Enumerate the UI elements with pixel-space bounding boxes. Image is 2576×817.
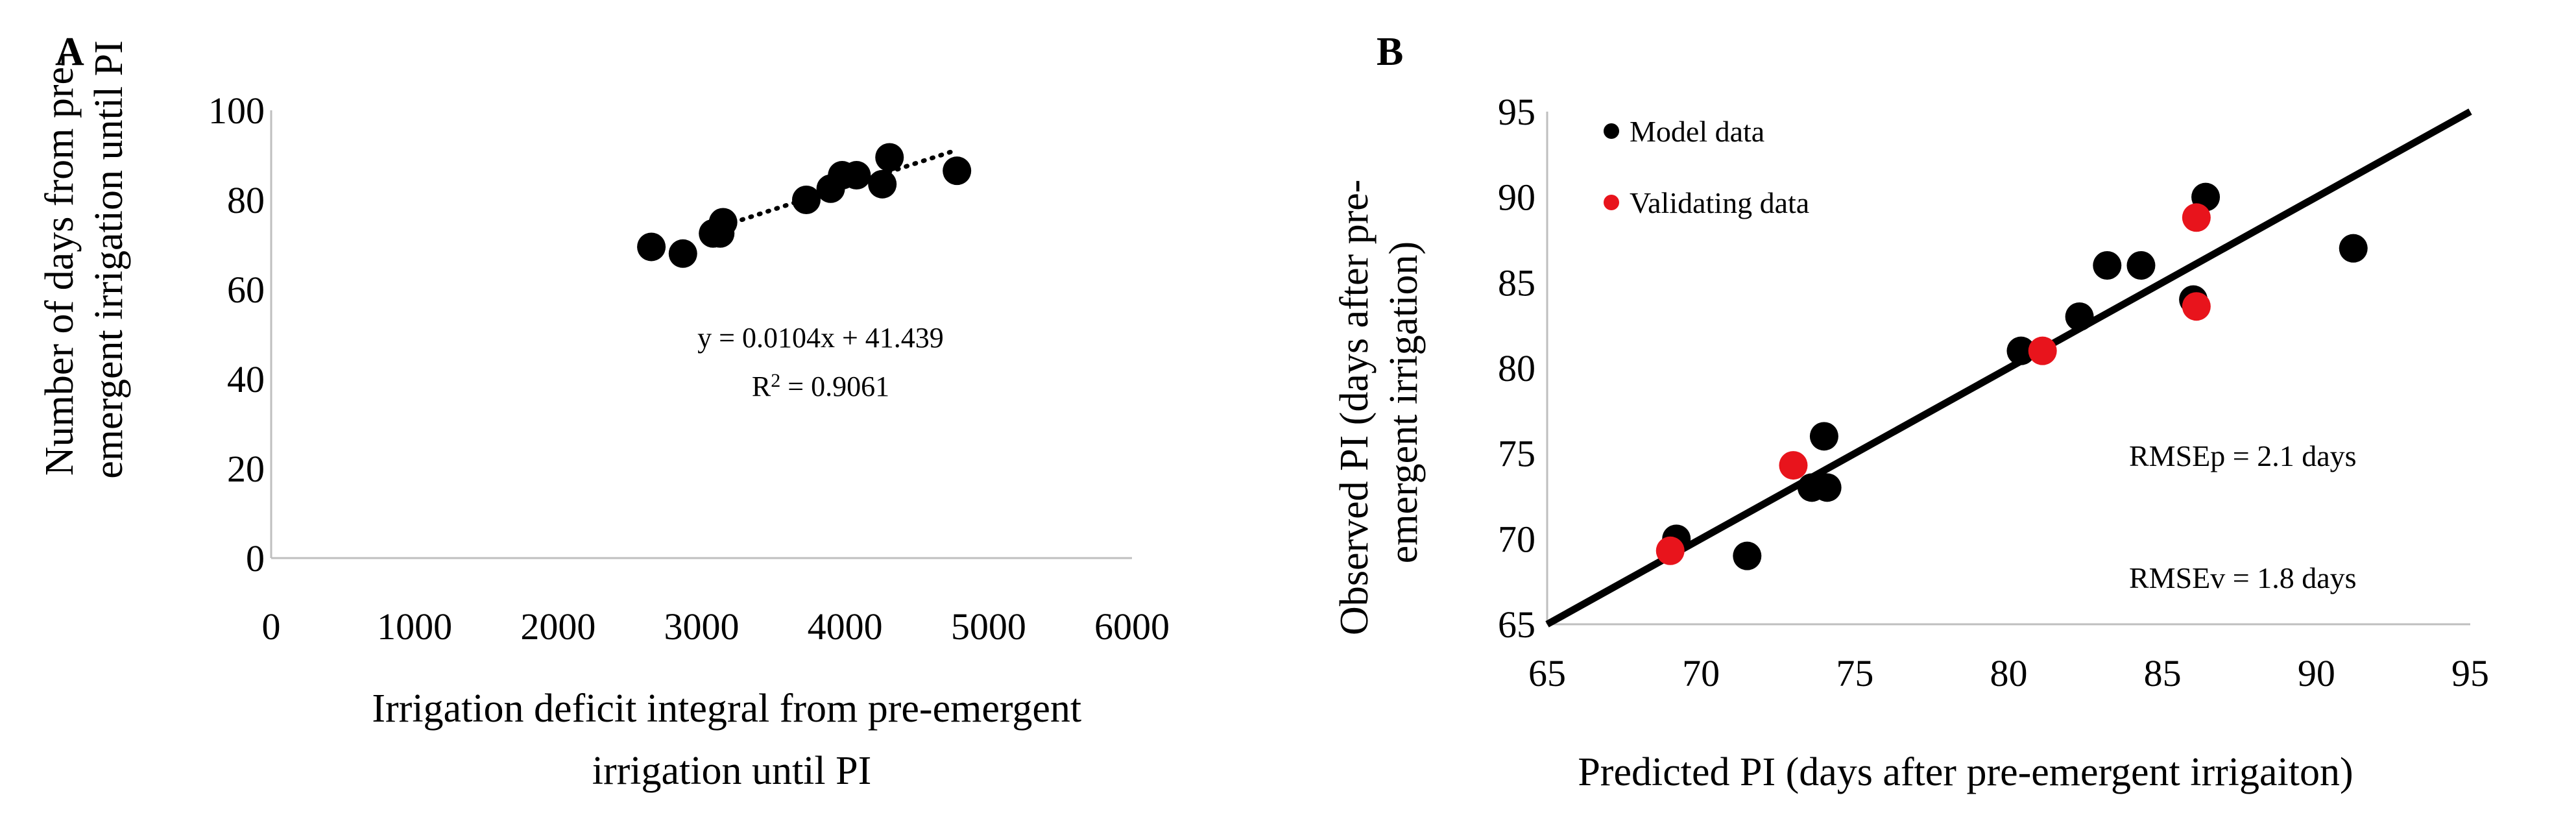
panel-a-data-point [708, 208, 738, 237]
panel-a-equation: y = 0.0104x + 41.439 [697, 322, 944, 354]
panel-b-y-tick-label: 80 [1498, 347, 1535, 389]
panel-b-y-tick-label: 90 [1498, 177, 1535, 219]
panel-a-x-tick-label: 0 [262, 605, 281, 648]
legend-validating-label: Validating data [1630, 186, 1809, 219]
panel-b-validating-point [2028, 336, 2057, 365]
panel-b-label: B [1377, 30, 1403, 74]
panel-b-ylabel: Observed PI (days after pre- emergent ir… [1332, 169, 1426, 635]
panel-a-y-ticks: 0 20 40 60 80 100 [208, 90, 265, 579]
panel-b-y-tick-label: 70 [1498, 518, 1535, 560]
panel-a-x-tick-label: 4000 [808, 605, 883, 648]
panel-a-x-tick-label: 5000 [951, 605, 1026, 648]
panel-b-model-point [2126, 251, 2156, 280]
panel-a-data-point [668, 239, 697, 268]
panel-a-x-ticks: 0 1000 2000 3000 4000 5000 6000 [262, 605, 1170, 648]
panel-b-model-point [2065, 302, 2094, 331]
panel-b-x-tick-label: 70 [1682, 652, 1720, 694]
panel-b-y-tick-label: 65 [1498, 604, 1535, 646]
panel-a-ylabel: Number of days from pre- emergent irriga… [38, 40, 131, 479]
panel-a-y-tick-label: 20 [227, 448, 265, 490]
panel-a-label: A [55, 30, 84, 74]
panel-b-model-points [1662, 182, 2368, 570]
panel-a-r2-prefix: R [752, 371, 771, 402]
panel-b-validating-point [2182, 292, 2211, 321]
panel-a-data-point [943, 156, 972, 186]
panel-a-data-point [875, 143, 904, 172]
panel-b-y-tick-label: 95 [1498, 91, 1535, 133]
panel-b-x-tick-label: 75 [1836, 652, 1873, 694]
panel-a-x-tick-label: 6000 [1094, 605, 1170, 648]
panel-b-xlabel: Predicted PI (days after pre-emergent ir… [1578, 750, 2353, 794]
panel-b-model-point [2093, 251, 2122, 280]
panel-a-data-point [868, 169, 897, 199]
panel-b-model-point [2006, 336, 2036, 365]
panel-b-x-tick-label: 90 [2298, 652, 2335, 694]
legend-model-marker [1604, 123, 1619, 139]
panel-a-y-tick-label: 40 [227, 358, 265, 400]
panel-a-y-tick-label: 100 [208, 90, 265, 132]
panel-a-data-point [637, 232, 666, 262]
panel-b-x-tick-label: 85 [2144, 652, 2182, 694]
panel-b-y-tick-label: 75 [1498, 433, 1535, 475]
panel-b-x-tick-label: 80 [1990, 652, 2028, 694]
panel-a-ylabel-line-1: Number of days from pre- [38, 53, 82, 476]
panel-b-model-point [1733, 541, 1762, 570]
panel-b: B Observed PI (days after pre- emergent … [1332, 30, 2489, 794]
panel-a-y-tick-label: 0 [246, 537, 265, 579]
panel-b-rmse-v: RMSEv = 1.8 days [2129, 561, 2357, 594]
panel-a-xlabel-line-1: Irrigation deficit integral from pre-eme… [372, 687, 1081, 731]
panel-b-y-tick-label: 85 [1498, 262, 1535, 304]
panel-a-data-point [791, 186, 821, 214]
panel-a-y-tick-label: 60 [227, 269, 265, 311]
panel-b-validating-point [2182, 203, 2211, 232]
panel-a-ylabel-line-2: emergent irrigation until PI [87, 40, 131, 479]
panel-a-x-tick-label: 3000 [664, 605, 740, 648]
panel-a-xlabel-line-2: irrigation until PI [592, 749, 872, 793]
panel-a-xlabel: Irrigation deficit integral from pre-eme… [372, 687, 1091, 793]
panel-b-validating-point [1779, 451, 1808, 480]
panel-a: A Number of days from pre- emergent irri… [38, 30, 1170, 793]
panel-b-x-tick-label: 65 [1528, 652, 1566, 694]
panel-b-y-ticks: 65 70 75 80 85 90 95 [1498, 91, 1535, 646]
panel-b-legend: Model data Validating data [1604, 115, 1809, 219]
panel-b-model-point [1812, 473, 1842, 502]
panel-b-ylabel-line-2: emergent irrigation) [1382, 241, 1426, 563]
panel-a-r2-suffix: = 0.9061 [780, 371, 889, 402]
panel-a-y-tick-label: 80 [227, 179, 265, 221]
panel-a-data-point [842, 161, 871, 190]
panel-a-r2-sup: 2 [771, 370, 780, 391]
panel-a-x-tick-label: 2000 [520, 605, 596, 648]
panel-a-points [637, 143, 972, 268]
legend-validating-marker [1604, 195, 1619, 210]
panel-a-r2: R2 = 0.9061 [752, 370, 889, 402]
panel-b-x-tick-label: 95 [2451, 652, 2489, 694]
panel-a-x-tick-label: 1000 [377, 605, 452, 648]
panel-b-ylabel-line-1: Observed PI (days after pre- [1332, 180, 1377, 635]
panel-b-model-point [2339, 234, 2368, 263]
legend-model-label: Model data [1630, 115, 1764, 148]
panel-b-validating-point [1655, 536, 1685, 565]
panel-b-model-point [1809, 422, 1838, 451]
panel-b-validating-points [1655, 203, 2211, 565]
panel-b-rmse-p: RMSEp = 2.1 days [2129, 439, 2357, 472]
panel-b-fit-line [1545, 108, 2472, 628]
panel-b-x-ticks: 65 70 75 80 85 90 95 [1528, 652, 2489, 694]
